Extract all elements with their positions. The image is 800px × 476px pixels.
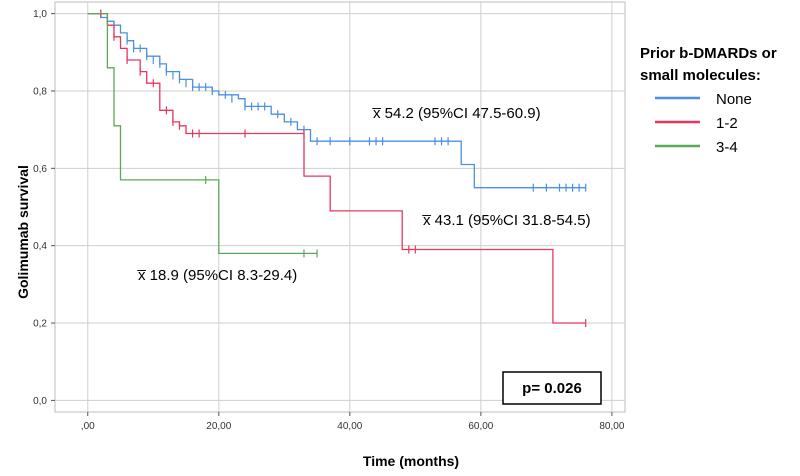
y-axis-ticks: 0,0 0,2 0,4 0,6 0,8 1,0 (33, 9, 55, 407)
p-value-text: p= 0.026 (522, 380, 582, 397)
series-line-1-2 (87, 12, 586, 324)
series-line-3-4 (87, 12, 318, 255)
annotation-none: x̅ 54.2 (95%CI 47.5-60.9) (372, 105, 541, 122)
y-tick-label: 0,6 (33, 164, 47, 175)
x-tick-label: 60,00 (468, 421, 493, 432)
y-axis-title: Golimumab survival (15, 165, 31, 299)
x-tick-label: 40,00 (337, 421, 362, 432)
x-tick-label: 20,00 (206, 421, 231, 432)
legend-label-3-4: 3-4 (716, 139, 738, 156)
plot-area (54, 1, 626, 413)
y-tick-label: 1,0 (33, 9, 47, 20)
x-axis-title: Time (months) (363, 453, 459, 469)
series-group (87, 9, 587, 328)
legend-label-none: None (716, 91, 752, 108)
annotation-1-2: x̅ 43.1 (95%CI 31.8-54.5) (422, 212, 591, 229)
y-tick-label: 0,8 (33, 86, 47, 97)
legend-title-line-1: Prior b-DMARDs or (640, 45, 777, 62)
y-tick-label: 0,4 (33, 241, 47, 252)
legend-title-line-2: small molecules: (640, 67, 761, 84)
legend: Prior b-DMARDs or small molecules: None … (640, 45, 777, 156)
y-tick-label: 0,2 (33, 319, 47, 330)
legend-label-1-2: 1-2 (716, 115, 738, 132)
x-tick-label: ,00 (81, 421, 95, 432)
p-value-box (502, 371, 602, 405)
annotation-3-4: x̅ 18.9 (95%CI 8.3-29.4) (137, 267, 298, 284)
x-axis-ticks: ,00 20,00 40,00 60,00 80,00 (81, 412, 625, 432)
x-tick-label: 80,00 (599, 421, 624, 432)
y-tick-label: 0,0 (33, 396, 47, 407)
